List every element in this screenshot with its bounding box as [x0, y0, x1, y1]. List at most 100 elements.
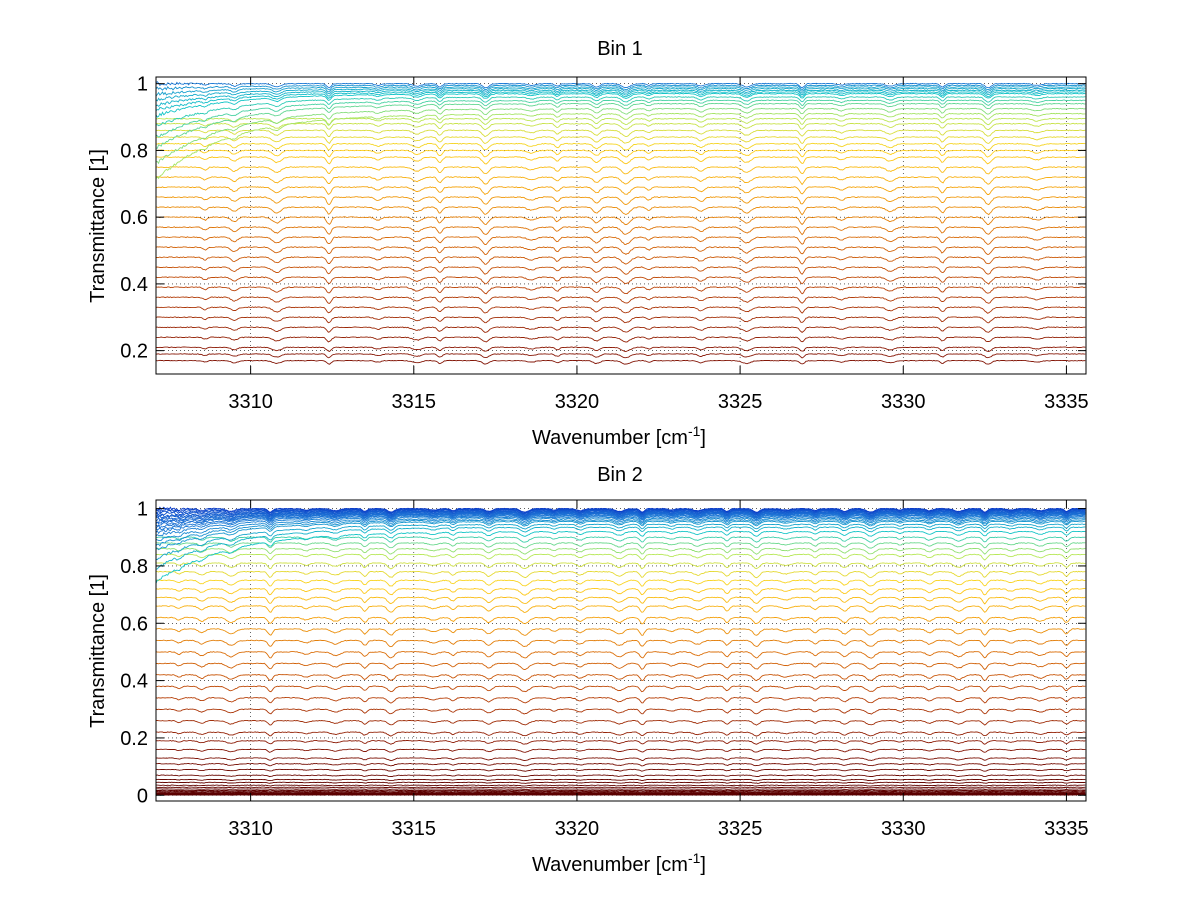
series-line: [156, 697, 1086, 704]
series-line: [156, 526, 1086, 570]
x-axis-label-sup: -1: [688, 423, 701, 439]
x-axis-label: Wavenumber [cm-1]: [532, 850, 706, 876]
series-line: [156, 516, 1086, 537]
series-line: [156, 731, 1086, 737]
series-line: [156, 256, 1086, 265]
series-line: [156, 562, 1086, 570]
series-line: [156, 763, 1086, 767]
x-tick-label: 3335: [1044, 391, 1089, 413]
x-tick-label: 3330: [881, 818, 926, 840]
series-line: [156, 102, 1086, 149]
x-axis-label: Wavenumber [cm-1]: [532, 423, 706, 449]
x-axis-label-sup: -1: [688, 850, 701, 866]
series-line: [156, 509, 1086, 515]
series-line: [156, 346, 1086, 353]
series-line: [156, 789, 1086, 792]
series-line: [156, 781, 1086, 784]
ticks-layer: 3310 3315 3320 3325 3330 3335 0 0.2 0.4 0.6 0.8 1: [120, 499, 1088, 840]
series-line: [156, 136, 1086, 145]
series-line: [156, 786, 1086, 789]
y-tick-label: 0.8: [120, 140, 148, 162]
series-layer: [156, 506, 1086, 796]
chart-title: Bin 2: [597, 464, 643, 486]
series-line: [156, 748, 1086, 753]
y-tick-label: 0.2: [120, 341, 148, 363]
x-tick-label: 3330: [881, 391, 926, 413]
series-line: [156, 510, 1086, 519]
series-line: [156, 226, 1086, 236]
series-line: [156, 628, 1086, 636]
panel-bin-2: Bin 2 3310 3315 3320 3325 3330 3335 0 0.2 0.4 0.6…: [87, 464, 1089, 876]
y-axis-label: Transmittance [1]: [87, 574, 109, 728]
series-line: [156, 99, 1086, 138]
x-axis-label-main: Wavenumber [cm: [532, 427, 688, 449]
series-line: [156, 519, 1086, 547]
y-tick-label: 1: [137, 499, 148, 521]
series-line: [156, 112, 1086, 180]
series-line: [156, 86, 1086, 97]
series-line: [156, 92, 1086, 118]
series-line: [156, 579, 1086, 587]
series-line: [156, 651, 1086, 659]
series-line: [156, 117, 1086, 126]
series-line: [156, 523, 1086, 561]
series-line: [156, 547, 1086, 555]
series-line: [156, 662, 1086, 671]
x-tick-label: 3320: [555, 391, 600, 413]
y-tick-label: 0.4: [120, 274, 148, 296]
series-line: [156, 236, 1086, 245]
series-line: [156, 509, 1086, 516]
series-line: [156, 196, 1086, 206]
series-line: [156, 530, 1086, 584]
series-line: [156, 336, 1086, 343]
series-line: [156, 708, 1086, 715]
series-line: [156, 792, 1086, 795]
series-layer: [156, 81, 1086, 365]
series-line: [156, 553, 1086, 561]
series-line: [156, 142, 1086, 151]
y-tick-label: 0.4: [120, 671, 148, 693]
series-line: [156, 186, 1086, 195]
series-line: [156, 176, 1086, 186]
series-line: [156, 91, 1086, 111]
series-line: [156, 166, 1086, 175]
series-line: [156, 353, 1086, 359]
series-line: [156, 296, 1086, 304]
series-line: [156, 206, 1086, 216]
y-tick-label: 0.2: [120, 728, 148, 750]
y-tick-label: 0.6: [120, 207, 148, 229]
series-line: [156, 306, 1086, 314]
series-line: [156, 719, 1086, 726]
series-line: [156, 596, 1086, 605]
y-tick-label: 0.6: [120, 613, 148, 635]
x-tick-label: 3310: [228, 391, 273, 413]
series-line: [156, 774, 1086, 778]
series-line: [156, 520, 1086, 551]
series-line: [156, 570, 1086, 579]
series-line: [156, 778, 1086, 782]
series-line: [156, 768, 1086, 772]
series-line: [156, 326, 1086, 333]
series-line: [156, 639, 1086, 648]
series-line: [156, 740, 1086, 745]
series-line: [156, 266, 1086, 275]
series-line: [156, 512, 1086, 525]
series-line: [156, 506, 1086, 513]
grid-layer: [156, 500, 1086, 801]
series-line: [156, 87, 1086, 102]
y-axis-label: Transmittance [1]: [87, 149, 109, 303]
y-tick-label: 1: [137, 74, 148, 96]
series-line: [156, 156, 1086, 165]
series-line: [156, 129, 1086, 138]
x-axis-label-main: Wavenumber [cm: [532, 854, 688, 876]
plot-area: [155, 499, 1087, 802]
chart-title: Bin 1: [597, 38, 643, 60]
series-line: [156, 514, 1086, 531]
x-tick-label: 3315: [392, 818, 437, 840]
series-line: [156, 616, 1086, 625]
series-line: [156, 517, 1086, 541]
series-line: [156, 536, 1086, 543]
series-line: [156, 216, 1086, 226]
series-line: [156, 757, 1086, 761]
series-line: [156, 587, 1086, 596]
